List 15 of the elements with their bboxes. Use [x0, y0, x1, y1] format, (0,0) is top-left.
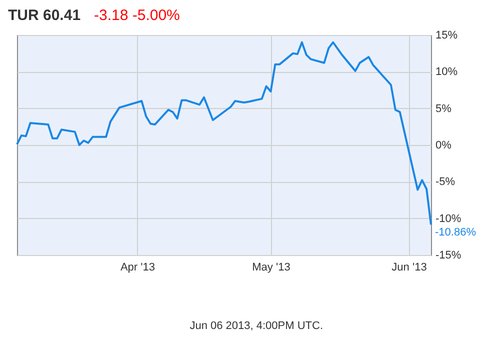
x-tick-label: May '13: [252, 262, 290, 274]
line-series: [16, 41, 432, 226]
y-tick-label: 5%: [436, 102, 452, 115]
text: Jun 06 2013, 4:00PM UTC.: [190, 320, 323, 332]
y-tick-label: 0%: [436, 140, 452, 152]
chart-subtitle: -3.18 -5.00%: [94, 7, 180, 24]
x-tick-label: Apr '13: [120, 262, 155, 274]
y-tick-label: 15%: [436, 30, 458, 42]
y-tick-label: 10%: [436, 66, 458, 78]
annotation: -10.86%: [435, 226, 476, 239]
y-tick-label: -5%: [436, 176, 456, 188]
y-tick-label: -15%: [436, 250, 462, 262]
y-tick-label: -10%: [436, 212, 462, 225]
x-tick-label: Jun '13: [392, 262, 427, 274]
chart-title: TUR 60.41: [8, 7, 81, 24]
